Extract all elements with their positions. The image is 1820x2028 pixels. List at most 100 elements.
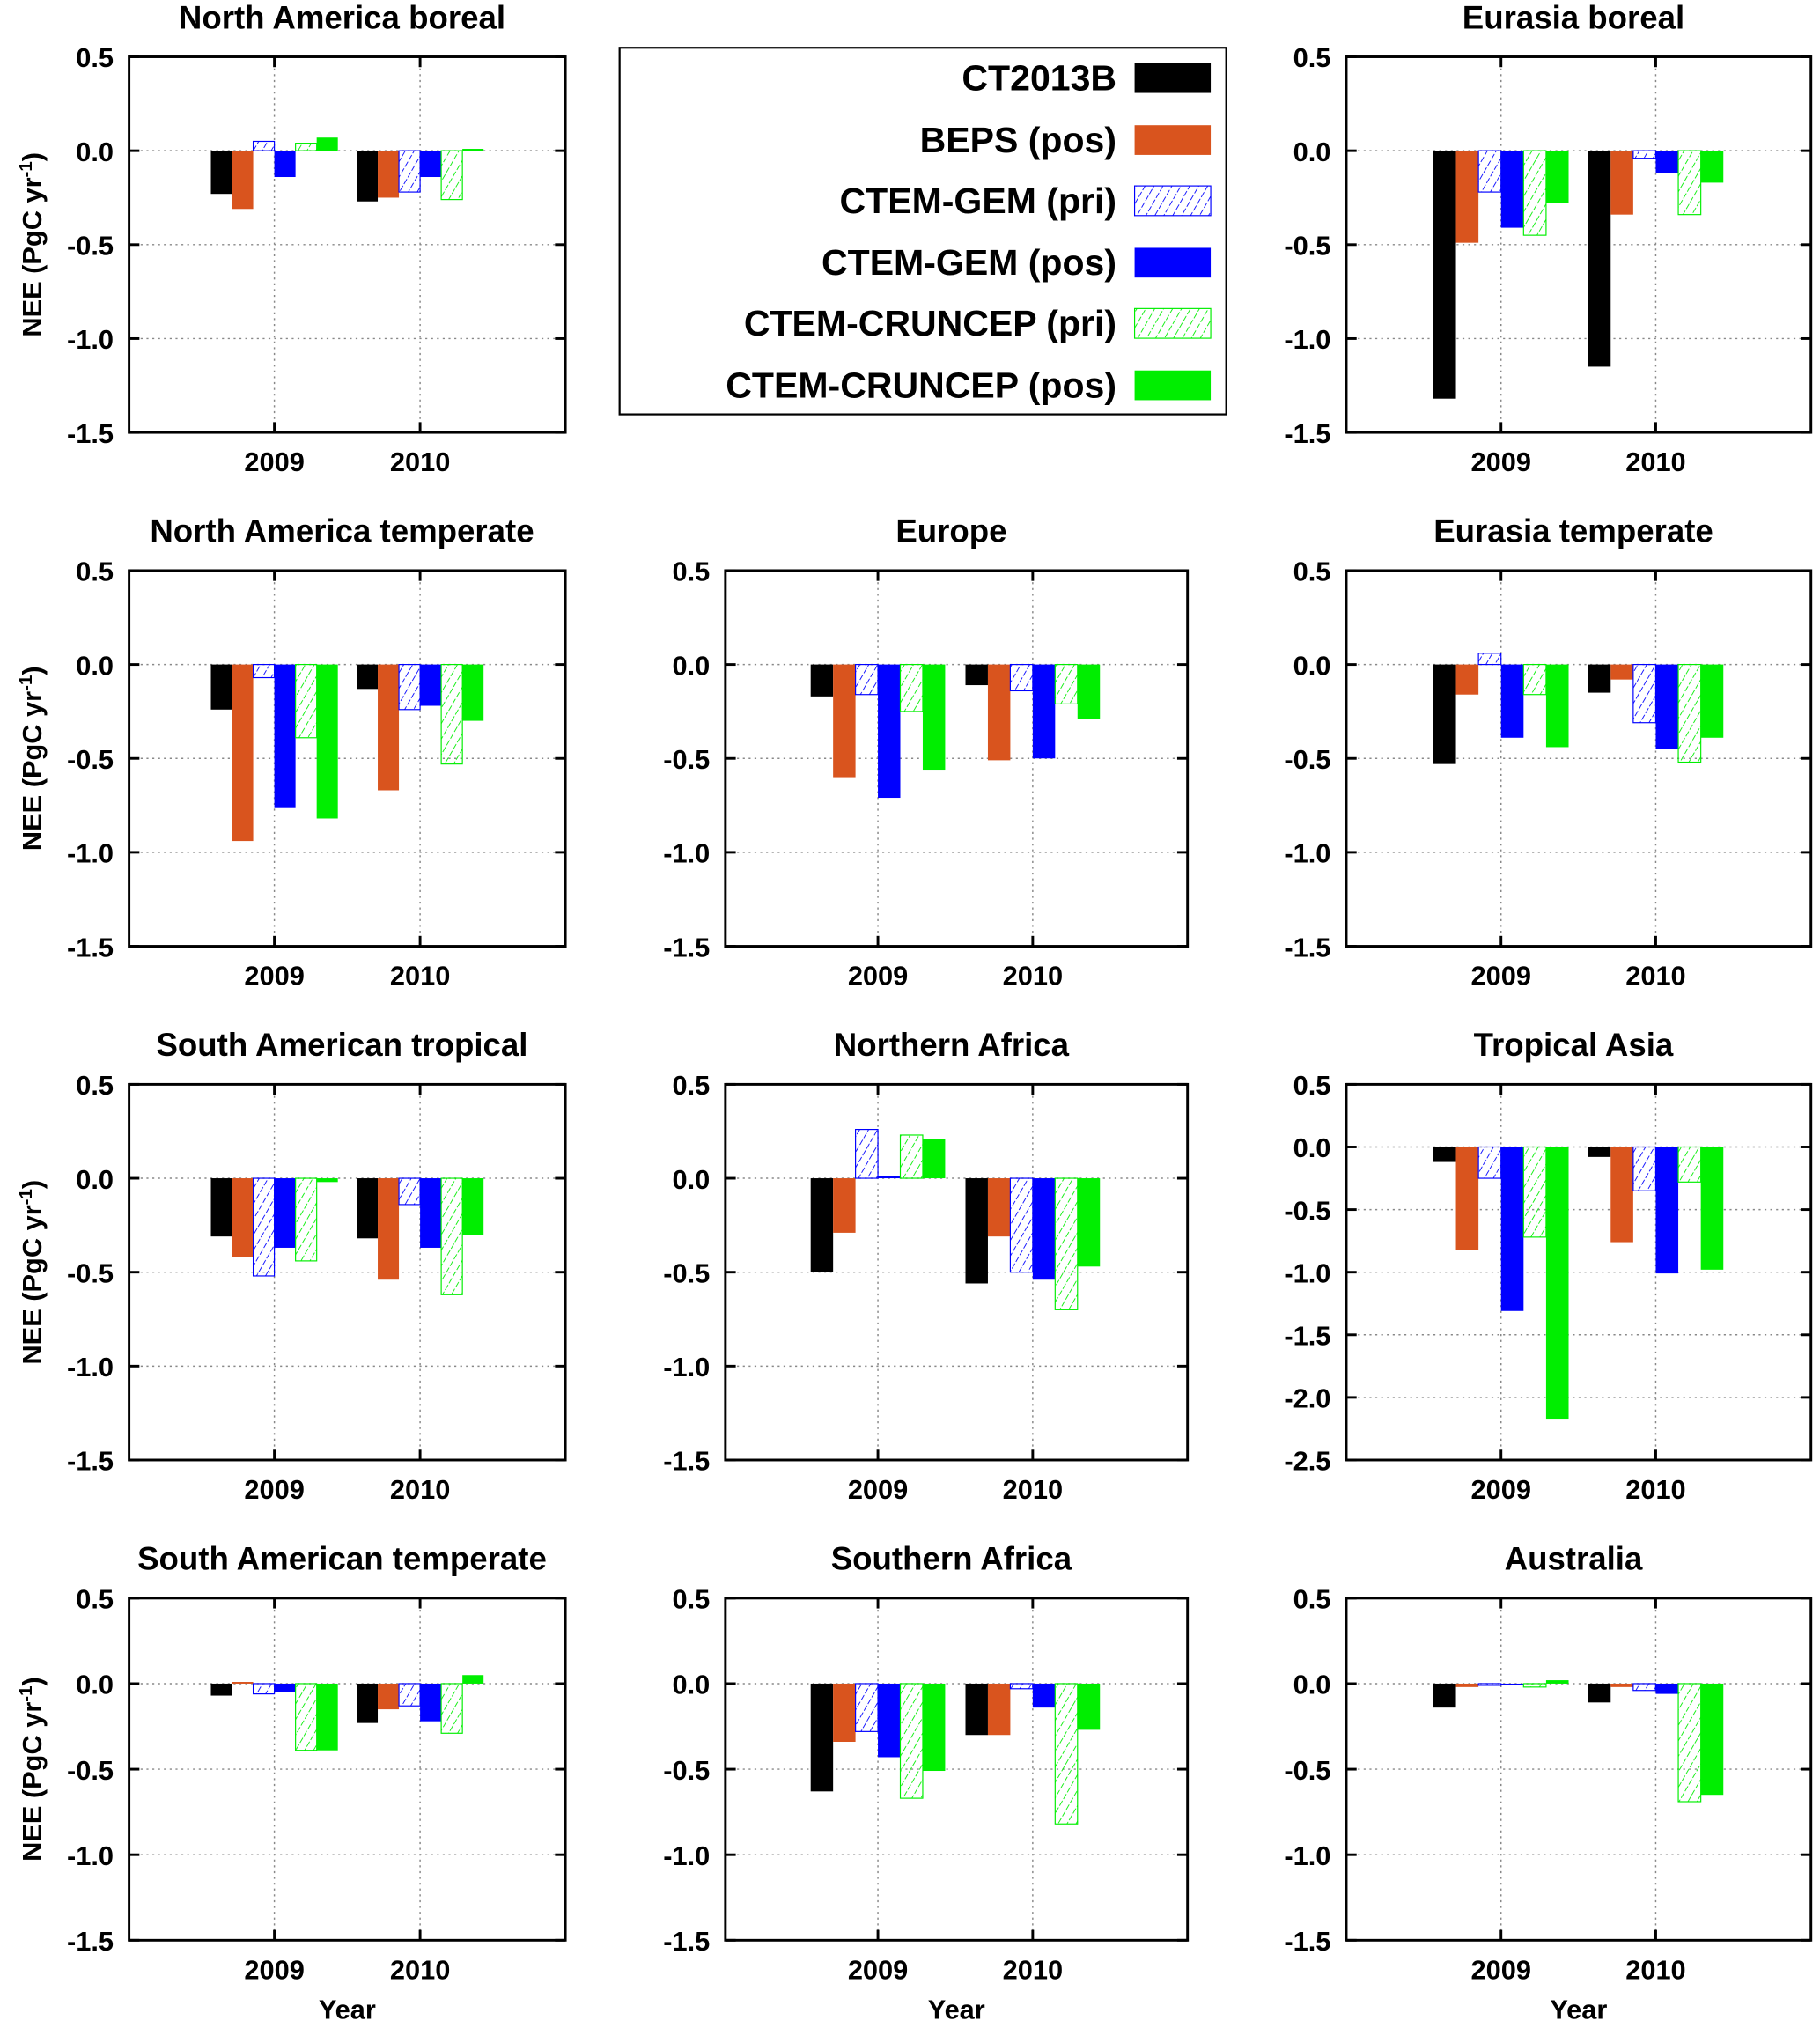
bar-ctem-cruncep-pos-2010	[462, 1178, 484, 1235]
bar-ctem-cruncep-pri-2010	[440, 1683, 463, 1734]
x-tick-label: 2009	[1471, 446, 1531, 477]
y-tick-label: 0.0	[1293, 650, 1331, 681]
bar-beps-pos-2010	[1610, 1683, 1633, 1687]
bar-beps-pos-2009	[232, 1178, 254, 1257]
bar-ctem-cruncep-pri-2009	[1522, 1146, 1547, 1238]
bar-beps-pos-2010	[378, 664, 400, 791]
y-axis-label-sup: -1	[15, 1685, 35, 1701]
bar-ctem-cruncep-pos-2010	[1077, 664, 1101, 719]
panel-title: Eurasia boreal	[1463, 0, 1684, 35]
bar-ctem-cruncep-pos-2010	[1077, 1683, 1101, 1730]
y-tick-label: -0.5	[1284, 231, 1330, 262]
bar-ct2013b-2010	[357, 151, 379, 202]
legend-entry: CTEM-CRUNCEP (pos)	[726, 365, 1212, 406]
y-tick-label: -1.0	[67, 838, 114, 869]
y-axis-label: NEE (PgC yr-1)	[15, 1180, 48, 1365]
y-tick-label: 0.5	[672, 1584, 710, 1615]
y-axis-label-main: NEE (PgC yr	[17, 691, 48, 851]
y-tick-label: -1.5	[1284, 418, 1330, 449]
plot-frame	[128, 569, 567, 948]
bar-ctem-cruncep-pri-2010	[440, 1177, 463, 1295]
bar-ctem-gem-pri-2010	[398, 1177, 421, 1206]
bar-ctem-gem-pri-2009	[1477, 1146, 1502, 1179]
y-tick-label: 0.0	[672, 1670, 710, 1700]
x-tick-label: 2009	[244, 446, 304, 477]
bar-ctem-gem-pos-2009	[274, 1178, 296, 1248]
y-axis-label-sup: -1	[15, 1189, 35, 1205]
panel-north-america-temperate: North America temperate 0.5 0.0 -0.5 -1.0 -1.…	[15, 513, 567, 992]
bar-ctem-cruncep-pri-2009	[899, 1683, 924, 1799]
plot-frame	[128, 1597, 567, 1942]
panel-south-american-temperate: South American temperate 0.5 0.0 -0.5 -1.0 -1…	[15, 1541, 567, 2025]
bar-ctem-cruncep-pos-2009	[316, 664, 338, 819]
bar-beps-pos-2009	[833, 1683, 856, 1742]
bar-ctem-cruncep-pos-2010	[1700, 1147, 1724, 1270]
bar-ctem-gem-pri-2009	[252, 1683, 276, 1695]
y-axis-label-close: )	[17, 1677, 48, 1685]
panel-title: South American tropical	[157, 1027, 528, 1063]
bar-ctem-gem-pri-2009	[1477, 1683, 1502, 1686]
legend-entry: BEPS (pos)	[920, 120, 1212, 160]
y-axis-label-sup: -1	[15, 675, 35, 691]
y-tick-label: 0.0	[1293, 1132, 1331, 1163]
y-tick-label: 0.5	[76, 1584, 114, 1615]
bar-ctem-cruncep-pos-2010	[1700, 1683, 1724, 1796]
bar-ct2013b-2010	[965, 664, 988, 686]
bar-ctem-gem-pri-2009	[1477, 653, 1502, 666]
y-tick-label: -1.5	[67, 932, 114, 962]
bar-ctem-gem-pri-2009	[855, 1683, 879, 1732]
plot-frame	[1345, 569, 1813, 948]
x-tick-label: 2010	[1625, 1954, 1685, 1985]
y-axis-label: NEE (PgC yr-1)	[15, 152, 48, 337]
bar-ctem-gem-pos-2009	[878, 1683, 901, 1758]
legend-swatch	[1133, 307, 1212, 339]
bar-ctem-gem-pos-2010	[420, 664, 442, 706]
bar-beps-pos-2010	[1610, 1147, 1633, 1243]
bar-ct2013b-2010	[357, 1178, 379, 1239]
y-tick-label: -2.0	[1284, 1383, 1330, 1414]
y-tick-label: -1.0	[1284, 1840, 1330, 1871]
y-tick-label: -1.0	[663, 1352, 710, 1383]
y-tick-label: 0.5	[1293, 1070, 1331, 1101]
y-tick-label: -1.0	[1284, 1257, 1330, 1288]
bar-ctem-gem-pos-2009	[878, 664, 901, 799]
panel-tropical-asia: Tropical Asia 0.5 0.0 -0.5 -1.0 -1.5 -2.0 -2.5 2…	[1284, 1027, 1813, 1505]
bar-ctem-gem-pos-2010	[1655, 151, 1679, 173]
y-tick-label: 0.0	[76, 650, 114, 681]
panel-title: Southern Africa	[831, 1541, 1072, 1577]
plot-frame	[128, 1082, 567, 1462]
y-tick-label: -1.0	[1284, 838, 1330, 869]
bar-ctem-gem-pos-2009	[1500, 1683, 1524, 1685]
bar-ctem-gem-pos-2009	[1500, 151, 1524, 228]
y-tick-label: 0.5	[76, 42, 114, 73]
bar-beps-pos-2010	[1610, 151, 1633, 215]
x-axis-label: Year	[319, 1995, 376, 2025]
bar-ctem-cruncep-pos-2009	[1545, 664, 1569, 748]
y-tick-label: -0.5	[1284, 744, 1330, 775]
bar-beps-pos-2010	[378, 1178, 400, 1280]
plot-frame	[724, 569, 1190, 948]
bar-ct2013b-2010	[357, 1683, 379, 1723]
y-tick-label: -0.5	[663, 1755, 710, 1786]
y-axis-label-close: )	[17, 1180, 48, 1189]
bar-ctem-gem-pri-2010	[1632, 1146, 1657, 1191]
panel-title: Eurasia temperate	[1433, 513, 1713, 549]
bar-beps-pos-2009	[1455, 1147, 1479, 1250]
bar-ct2013b-2010	[1588, 1147, 1611, 1157]
bar-ctem-cruncep-pri-2009	[295, 1683, 318, 1751]
y-tick-label: -0.5	[1284, 1195, 1330, 1226]
y-tick-label: -1.0	[67, 1840, 114, 1871]
plot-frame	[128, 55, 567, 434]
bar-ctem-cruncep-pri-2010	[1677, 664, 1702, 763]
y-axis-label-main: NEE (PgC yr	[17, 1702, 48, 1862]
bar-beps-pos-2010	[987, 664, 1011, 761]
plot-frame	[1345, 1082, 1813, 1462]
bar-ctem-cruncep-pos-2009	[1545, 151, 1569, 203]
bar-ctem-cruncep-pos-2009	[922, 664, 946, 771]
bar-ctem-cruncep-pos-2009	[1545, 1680, 1569, 1684]
x-tick-label: 2009	[1471, 961, 1531, 992]
y-tick-label: -1.0	[67, 324, 114, 355]
legend-swatch	[1134, 125, 1212, 155]
bar-beps-pos-2010	[987, 1178, 1011, 1237]
plot-frame	[1345, 55, 1813, 434]
